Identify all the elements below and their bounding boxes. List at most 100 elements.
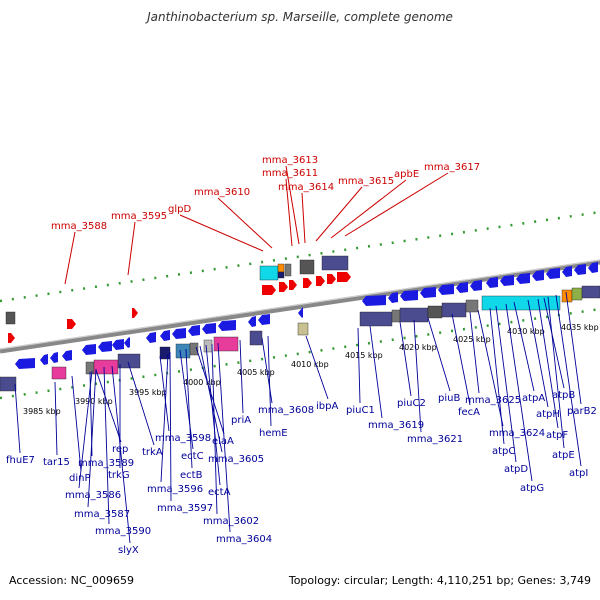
bottom-gene-label: priA [231, 415, 251, 426]
bottom-label-leader [489, 307, 505, 445]
bottom-gene-label: mma_3602 [203, 516, 259, 527]
bottom-label-leader [211, 343, 218, 515]
kbp-tick-label: 3985 kbp [23, 407, 61, 416]
top-gene-label: mma_3611 [262, 168, 318, 179]
top-label-leader [301, 192, 306, 244]
reverse-gene-arrow [470, 280, 482, 291]
bottom-label-leader [14, 383, 21, 454]
reverse-gene-arrow [15, 358, 35, 369]
bottom-label-leader [527, 299, 549, 408]
bottom-gene-label: atpB [552, 390, 575, 401]
bottom-label-leader [495, 305, 517, 463]
bottom-label-leader [185, 348, 193, 469]
bottom-gene-label: ectB [180, 470, 203, 481]
bottom-label-leader [399, 321, 412, 397]
reverse-gene-arrow [160, 330, 170, 341]
bottom-label-leader [513, 301, 535, 392]
cog-block [581, 285, 600, 299]
bottom-gene-label: atpD [504, 464, 528, 475]
cog-block [284, 263, 292, 277]
kbp-tick-label: 4025 kbp [453, 335, 491, 344]
bottom-gene-label: atpE [552, 450, 575, 461]
reverse-gene-arrow [486, 277, 498, 288]
bottom-label-leader [369, 325, 383, 419]
bottom-gene-label: atpF [546, 430, 568, 441]
reverse-gene-arrow [362, 295, 386, 306]
kbp-tick-label: 4030 kbp [507, 327, 545, 336]
cog-block [571, 287, 583, 301]
forward-gene-arrow [289, 280, 297, 290]
cog-block [189, 342, 199, 356]
bottom-label-leader [547, 296, 565, 449]
bottom-gene-label: mma_3608 [258, 405, 314, 416]
top-label-leader [127, 221, 136, 276]
bottom-gene-label: mma_3619 [368, 420, 424, 431]
top-gene-label: mma_3595 [111, 211, 167, 222]
cog-block [249, 330, 263, 346]
bottom-gene-labels: fhuE7 tar15 dinP mma_3589 rep mma_3586 mma_358… [6, 390, 597, 556]
bottom-label-leader [505, 303, 533, 482]
top-gene-label: mma_3615 [338, 176, 394, 187]
reverse-gene-arrow [62, 350, 72, 361]
bottom-label-leader [427, 317, 451, 392]
kbp-tick-label: 4000 kbp [183, 378, 221, 387]
cog-block [277, 263, 285, 273]
kbp-tick-label: 4015 kbp [345, 351, 383, 360]
bottom-label-leader [87, 368, 97, 508]
kbp-tick-label: 4010 kbp [291, 360, 329, 369]
kbp-tick-label: 4005 kbp [237, 368, 275, 377]
bottom-gene-label: slyX [118, 545, 139, 556]
bottom-gene-label: piuC2 [397, 398, 426, 409]
bottom-gene-label: atpG [520, 483, 544, 494]
reverse-gene-arrow [124, 337, 130, 348]
tick-track-bottom [0, 307, 600, 400]
reverse-gene-arrow [388, 292, 398, 303]
cog-block [297, 322, 309, 336]
bottom-gene-label: mma_3589 [78, 458, 134, 469]
cog-blocks [0, 255, 600, 392]
bottom-label-leader [71, 375, 82, 472]
reverse-strand-genes [15, 262, 598, 369]
top-gene-label: mma_3617 [424, 162, 480, 173]
top-gene-label: mma_3613 [262, 155, 318, 166]
reverse-gene-arrow [500, 275, 514, 286]
cog-block [0, 376, 17, 392]
top-gene-label: apbE [394, 169, 419, 180]
bottom-label-leader [469, 311, 480, 394]
kbp-tick-label: 3995 kbp [129, 388, 167, 397]
genome-backbone-highlight [0, 259, 600, 350]
bottom-gene-label: rep [112, 444, 128, 455]
bottom-label-leader [127, 361, 155, 446]
bottom-gene-label: atpH [536, 409, 560, 420]
kbp-tick-label: 4035 kbp [561, 323, 599, 332]
bottom-label-leader [111, 365, 131, 544]
top-label-leader [285, 178, 293, 247]
bottom-gene-label: fecA [458, 407, 480, 418]
top-label-leader [344, 172, 449, 237]
forward-strand-genes [8, 272, 351, 343]
bottom-gene-label: mma_3625 [465, 395, 521, 406]
reverse-gene-arrow [546, 268, 560, 279]
bottom-gene-label: atpC [492, 446, 515, 457]
cog-block [117, 353, 141, 369]
reverse-gene-arrow [588, 262, 598, 273]
bottom-gene-label: fhuE7 [6, 455, 35, 466]
reverse-gene-arrow [188, 325, 200, 336]
bottom-label-leader [179, 349, 194, 450]
cog-block [159, 346, 171, 360]
bottom-gene-label: mma_3586 [65, 490, 121, 501]
forward-gene-arrow [279, 282, 288, 292]
cog-block [93, 359, 119, 375]
bottom-label-leader [160, 353, 169, 483]
top-label-leader [217, 197, 273, 249]
top-gene-label: mma_3610 [194, 187, 250, 198]
reverse-gene-arrow [562, 266, 572, 277]
forward-gene-arrow [327, 274, 336, 284]
reverse-gene-arrow [82, 344, 96, 355]
cog-block [5, 311, 16, 325]
forward-gene-arrow [67, 319, 76, 329]
reverse-gene-arrow [40, 354, 48, 365]
bottom-label-leader [195, 346, 225, 435]
bottom-label-leader [103, 366, 110, 525]
